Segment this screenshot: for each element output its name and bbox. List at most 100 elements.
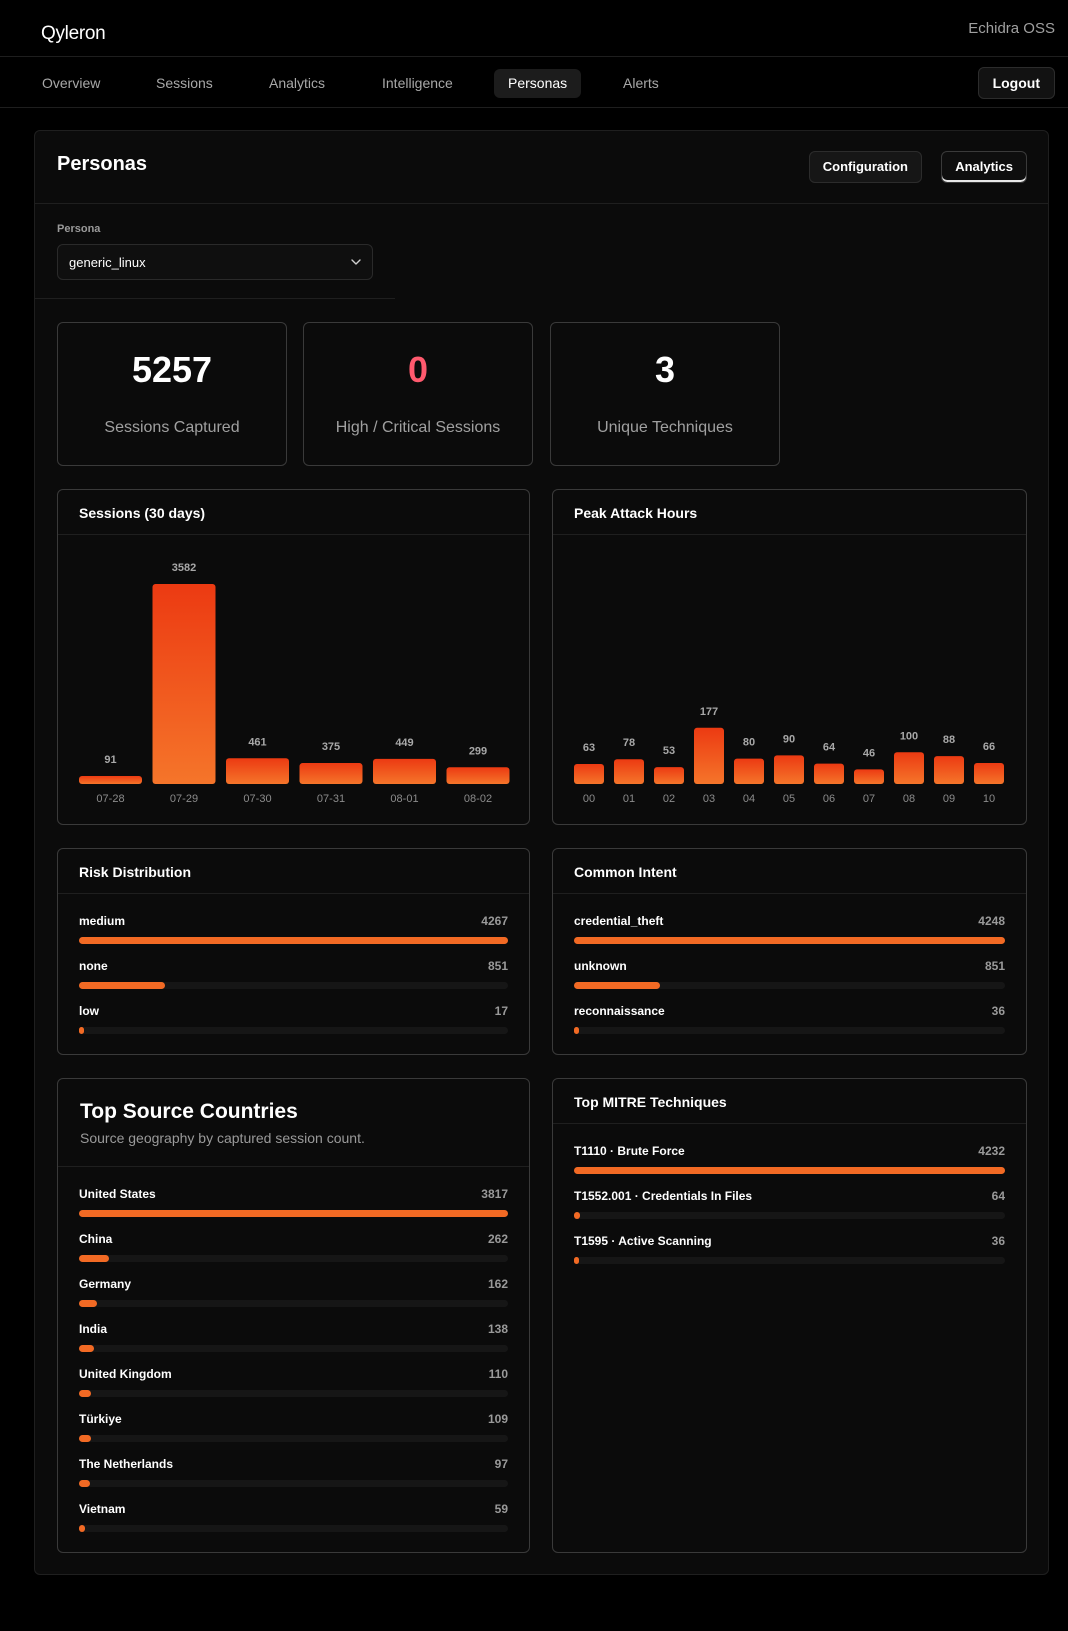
bar-category-label: 08-01 bbox=[390, 793, 418, 805]
tab-personas[interactable]: Personas bbox=[494, 69, 582, 98]
bar-track bbox=[79, 1525, 508, 1532]
top-mitre-card: Top MITRE Techniques T1110 · Brute Force… bbox=[552, 1078, 1027, 1553]
bar-category-label: 01 bbox=[623, 793, 635, 805]
chart-bar[interactable] bbox=[734, 758, 764, 784]
common-intent-card: Common Intent credential_theft 4248 unknow… bbox=[552, 848, 1027, 1055]
row-count: 4248 bbox=[978, 914, 1005, 928]
bar-track bbox=[79, 937, 508, 944]
row-count: 36 bbox=[991, 1004, 1005, 1018]
bar-fill bbox=[79, 982, 165, 989]
bar-track bbox=[79, 1390, 508, 1397]
bar-category-label: 07-28 bbox=[96, 793, 124, 805]
bar-fill bbox=[79, 1480, 90, 1487]
chart-bar[interactable] bbox=[854, 769, 884, 784]
tab-overview[interactable]: Overview bbox=[42, 75, 101, 91]
brand-logo[interactable]: Qyleron bbox=[41, 23, 106, 44]
bar-track bbox=[79, 1435, 508, 1442]
row-label: Vietnam bbox=[79, 1502, 126, 1516]
analytics-button[interactable]: Analytics bbox=[941, 151, 1027, 183]
country-row: India 138 bbox=[79, 1322, 508, 1362]
logout-button[interactable]: Logout bbox=[977, 67, 1055, 99]
chart-bar[interactable] bbox=[974, 763, 1004, 784]
persona-label: Persona bbox=[57, 223, 101, 235]
row-label: Germany bbox=[79, 1277, 132, 1291]
technique-row: T1595 · Active Scanning 36 bbox=[574, 1234, 1005, 1274]
technique-row: T1552.001 · Credentials In Files 64 bbox=[574, 1189, 1005, 1229]
bar-track bbox=[574, 937, 1005, 944]
stat-label: High / Critical Sessions bbox=[335, 419, 501, 436]
country-row: The Netherlands 97 bbox=[79, 1457, 508, 1497]
risk-distribution-card: Risk Distribution medium 4267 none 851 low 17 bbox=[57, 848, 530, 1055]
bar-fill bbox=[574, 1257, 579, 1264]
bar-fill bbox=[79, 1345, 95, 1352]
stat-value: 5257 bbox=[131, 349, 213, 390]
bar-category-label: 08-02 bbox=[464, 793, 492, 805]
intent-row: credential_theft 4248 bbox=[574, 914, 1005, 954]
panel-header: Personas Configuration Analytics bbox=[35, 131, 1048, 204]
stat-card-high-critical: 0 High / Critical Sessions bbox=[303, 322, 533, 466]
bar-category-label: 07-29 bbox=[170, 793, 198, 805]
chart-bar[interactable] bbox=[226, 758, 289, 784]
bar-category-label: 04 bbox=[743, 793, 755, 805]
persona-select-value: generic_linux bbox=[69, 255, 146, 270]
row-label: The Netherlands bbox=[79, 1457, 174, 1471]
bar-fill bbox=[79, 1300, 98, 1307]
chart-bar[interactable] bbox=[814, 763, 844, 784]
tab-intelligence[interactable]: Intelligence bbox=[382, 75, 453, 91]
bar-track bbox=[79, 1480, 508, 1487]
bar-category-label: 00 bbox=[583, 793, 595, 805]
configuration-button[interactable]: Configuration bbox=[808, 151, 922, 183]
stat-label: Unique Techniques bbox=[597, 419, 733, 436]
chart-bar[interactable] bbox=[299, 763, 363, 784]
tab-analytics[interactable]: Analytics bbox=[269, 75, 326, 91]
stat-card-sessions: 5257 Sessions Captured bbox=[57, 322, 287, 466]
chart-bar[interactable] bbox=[694, 727, 724, 784]
row-label: China bbox=[79, 1232, 113, 1246]
card-title: Sessions (30 days) bbox=[79, 505, 206, 521]
chart-bar[interactable] bbox=[654, 767, 684, 784]
chart-bar[interactable] bbox=[934, 756, 964, 784]
tab-alerts[interactable]: Alerts bbox=[623, 75, 659, 91]
divider bbox=[35, 298, 395, 299]
bar-value-label: 375 bbox=[322, 741, 340, 753]
row-count: 4267 bbox=[481, 914, 508, 928]
chart-bar[interactable] bbox=[152, 584, 216, 784]
chart-bar[interactable] bbox=[446, 767, 510, 784]
card-header: Top MITRE Techniques bbox=[553, 1079, 1026, 1124]
bar-category-label: 10 bbox=[983, 793, 995, 805]
card-title: Top Source Countries bbox=[80, 1100, 298, 1123]
persona-select[interactable]: generic_linux bbox=[57, 244, 373, 280]
bar-track bbox=[79, 1210, 508, 1217]
intent-row: unknown 851 bbox=[574, 959, 1005, 999]
bar-value-label: 91 bbox=[104, 754, 116, 766]
risk-row: none 851 bbox=[79, 959, 508, 999]
sessions-chart-card: Sessions (30 days) 91 07-28 3582 07-29 461 07… bbox=[57, 489, 530, 825]
bar-fill bbox=[79, 937, 508, 944]
chart-bar[interactable] bbox=[79, 776, 142, 784]
card-title: Peak Attack Hours bbox=[574, 505, 698, 521]
top-bar: Qyleron Echidra OSS bbox=[0, 0, 1068, 57]
bar-track bbox=[79, 1345, 508, 1352]
chart-bar[interactable] bbox=[774, 755, 804, 784]
bar-fill bbox=[574, 937, 1005, 944]
row-count: 110 bbox=[488, 1367, 508, 1381]
bar-category-label: 06 bbox=[823, 793, 835, 805]
chart-bar[interactable] bbox=[894, 752, 924, 784]
row-label: T1110 · Brute Force bbox=[574, 1144, 685, 1158]
row-count: 109 bbox=[487, 1412, 508, 1426]
bar-track bbox=[574, 1212, 1005, 1219]
bar-category-label: 05 bbox=[783, 793, 795, 805]
bar-track bbox=[574, 1257, 1005, 1264]
row-count: 36 bbox=[991, 1234, 1005, 1248]
chart-bar[interactable] bbox=[373, 758, 436, 784]
row-count: 262 bbox=[487, 1232, 508, 1246]
bar-fill bbox=[79, 1027, 84, 1034]
sessions-bar-chart: 91 07-28 3582 07-29 461 07-30 375 07-31 449 08-01… bbox=[79, 562, 510, 805]
personas-panel: Personas Configuration Analytics Persona… bbox=[34, 130, 1049, 1575]
bar-value-label: 177 bbox=[700, 706, 718, 718]
bar-value-label: 3582 bbox=[172, 562, 196, 574]
chart-bar[interactable] bbox=[614, 759, 644, 784]
chart-bar[interactable] bbox=[574, 764, 604, 784]
risk-row: low 17 bbox=[79, 1004, 508, 1044]
tab-sessions[interactable]: Sessions bbox=[156, 75, 213, 91]
